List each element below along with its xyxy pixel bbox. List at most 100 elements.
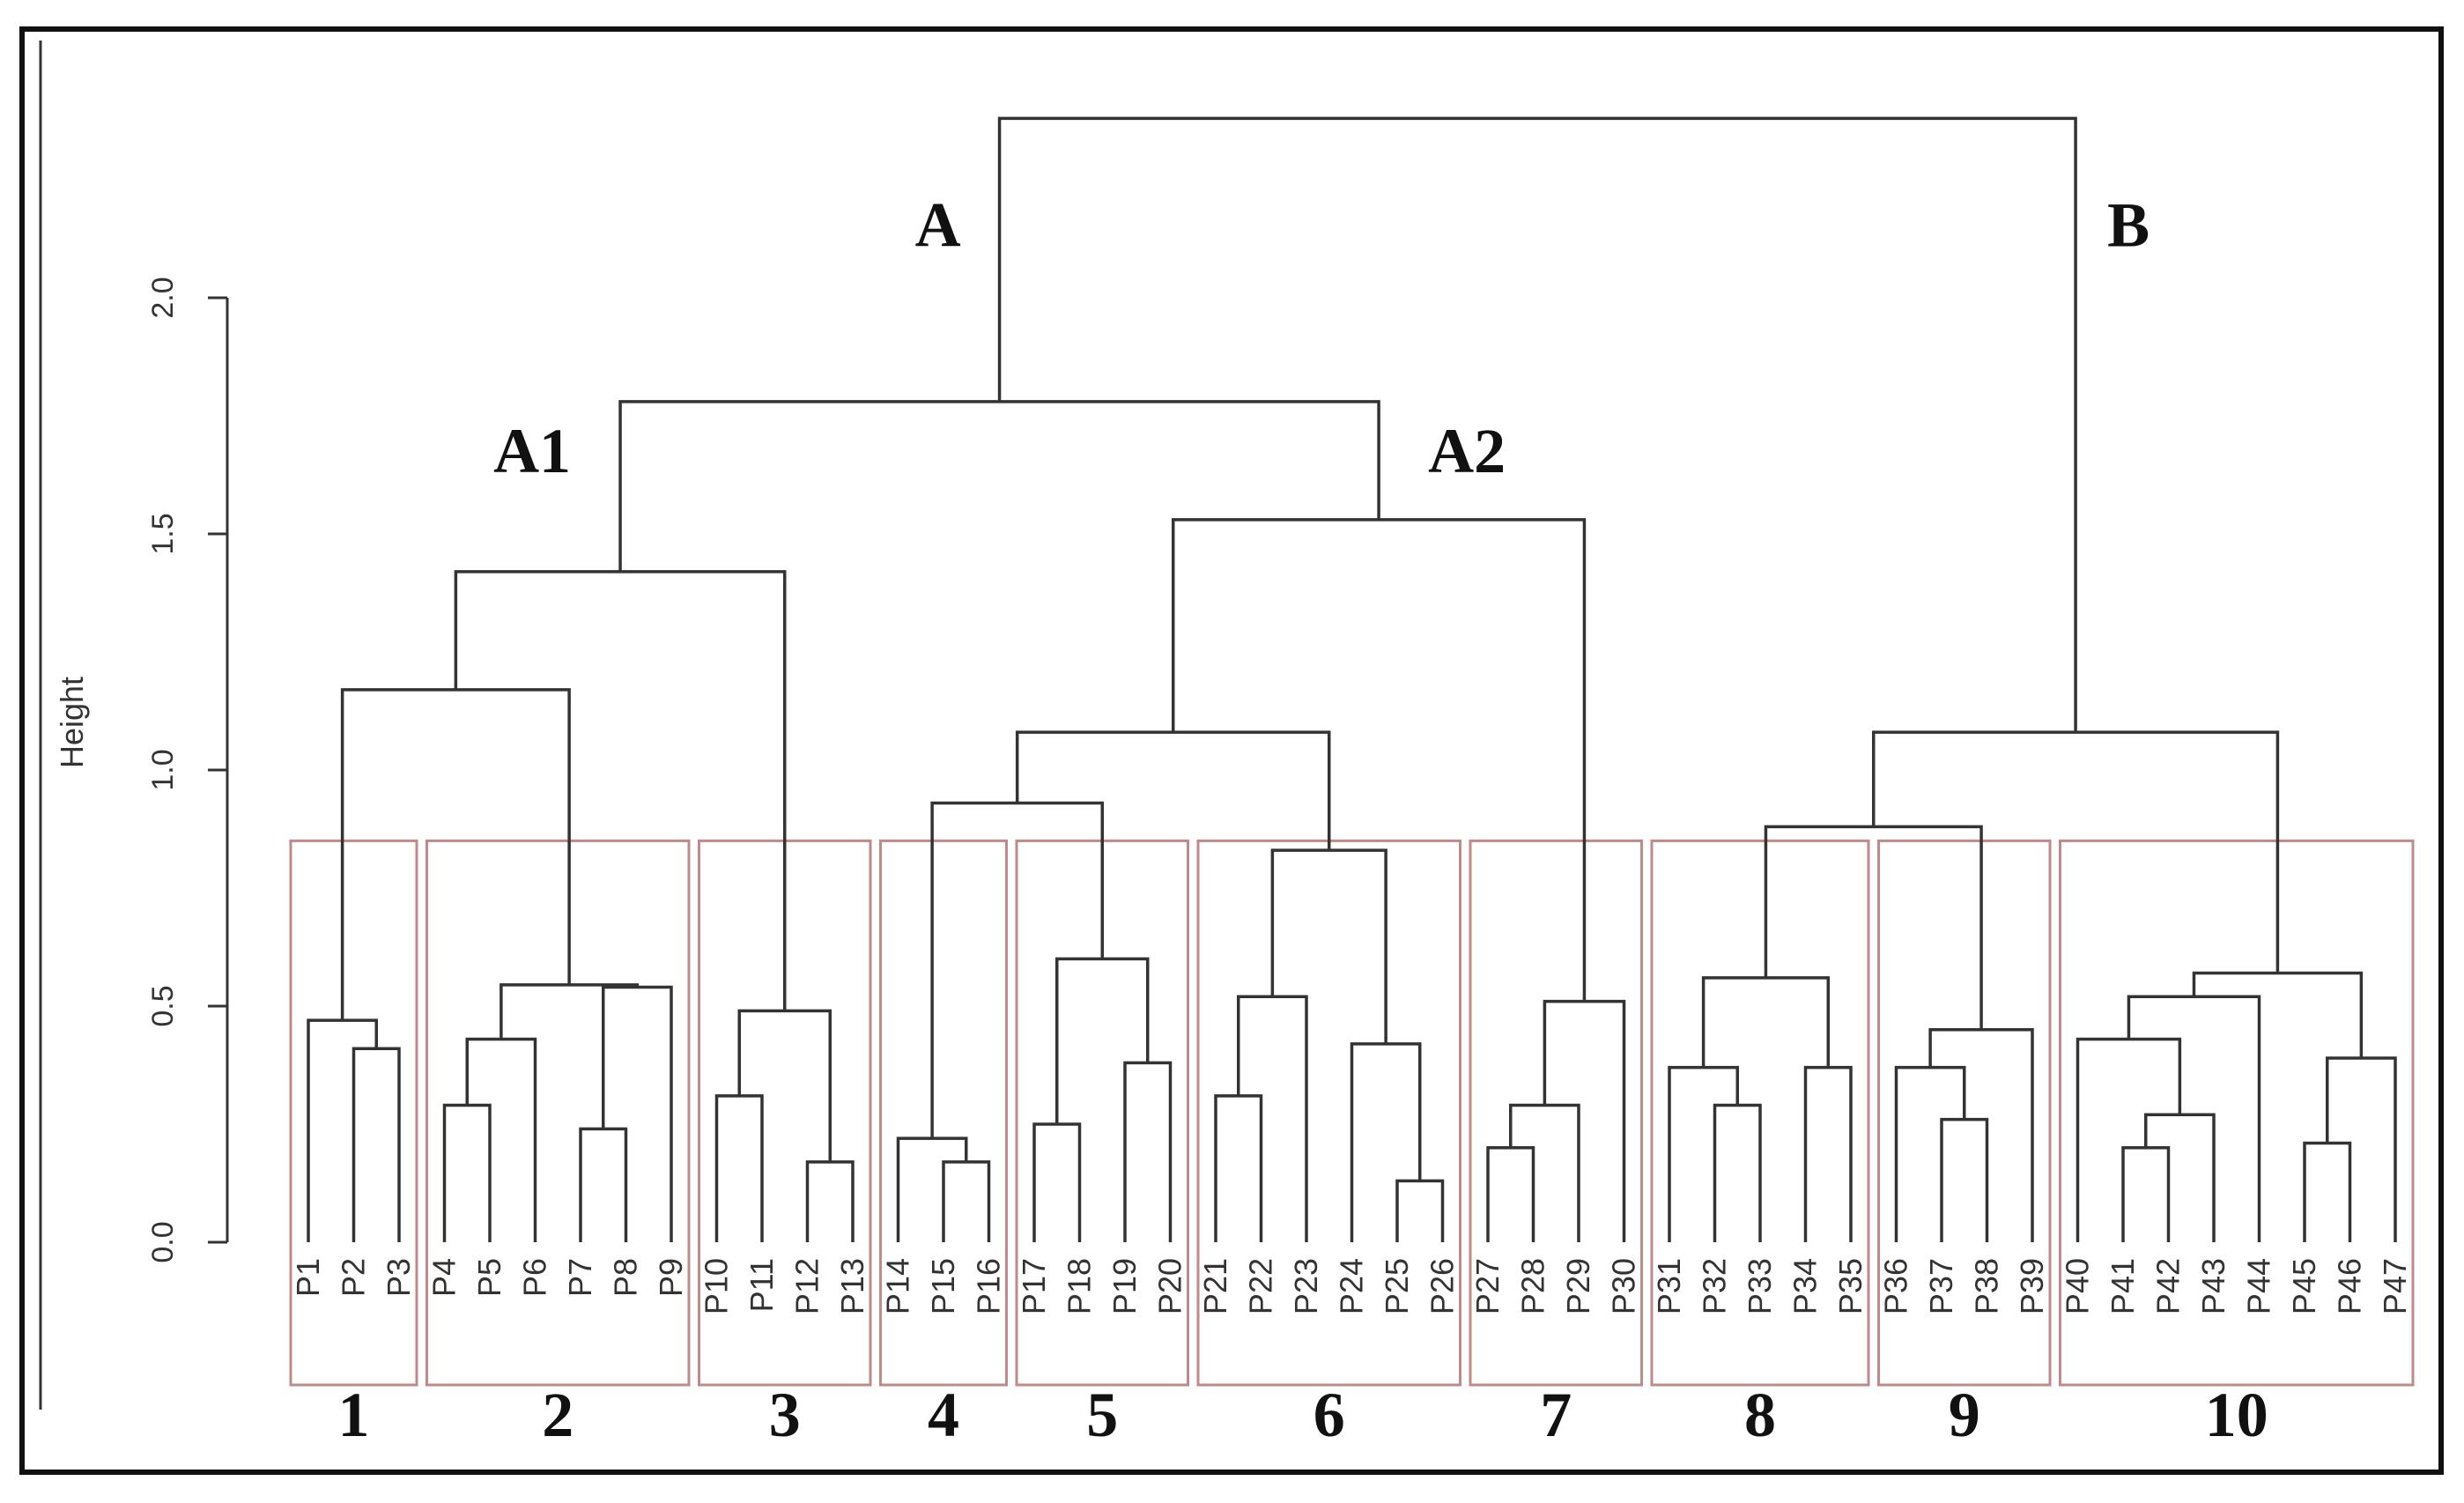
y-axis-title: Height	[54, 677, 90, 768]
leaf-label: P19	[1106, 1258, 1143, 1314]
cluster-box-4	[879, 839, 1008, 1387]
cluster-number-label: 7	[1540, 1380, 1572, 1450]
branch-n7	[499, 983, 640, 1040]
branch-n26	[1509, 1103, 1580, 1242]
leaf-label: P25	[1379, 1258, 1415, 1314]
branch-n41	[2127, 995, 2261, 1242]
cluster-number-label: 2	[542, 1380, 573, 1450]
branch-n16	[1123, 1061, 1173, 1242]
leaf-label: P26	[1424, 1258, 1461, 1314]
leaf-label: P18	[1062, 1258, 1098, 1314]
branch-n36	[1928, 1028, 2034, 1242]
leaf-label: P41	[2105, 1258, 2141, 1314]
leaf-label: P42	[2150, 1258, 2187, 1314]
leaf-label: P16	[971, 1258, 1007, 1314]
leaf-label: P10	[699, 1258, 735, 1314]
leaf-label: P32	[1697, 1258, 1733, 1314]
leaf-label: P37	[1923, 1258, 1959, 1314]
leaf-label: P20	[1152, 1258, 1188, 1314]
branch-n20	[1237, 995, 1308, 1242]
cluster-number-label: 4	[928, 1380, 959, 1450]
branch-n25	[1486, 1146, 1535, 1242]
leaf-label: P13	[834, 1258, 870, 1314]
leaf-label: P24	[1334, 1258, 1370, 1314]
branch-n2	[307, 1018, 378, 1242]
leaf-label: P31	[1651, 1258, 1687, 1314]
branch-n24	[1015, 730, 1331, 851]
cluster-box-1	[289, 839, 418, 1387]
branch-n31	[1668, 1065, 1739, 1242]
leaf-label: P29	[1560, 1258, 1596, 1314]
leaf-label: P23	[1288, 1258, 1324, 1314]
leaf-label: P4	[426, 1258, 462, 1297]
branch-n22	[1350, 1042, 1422, 1242]
leaf-label: P1	[290, 1258, 326, 1297]
cluster-number-label: 9	[1949, 1380, 1980, 1450]
leaf-label: P3	[381, 1258, 417, 1297]
branch-n14	[896, 1137, 968, 1242]
branch-n13	[942, 1160, 991, 1242]
leaf-label: P5	[471, 1258, 507, 1297]
branch-n27	[1543, 999, 1626, 1242]
branch-n38	[2121, 1146, 2171, 1242]
branch-label-a1: A1	[493, 416, 571, 486]
cluster-number-label: 8	[1744, 1380, 1776, 1450]
y-tick-label: 1.5	[146, 513, 180, 554]
branch-n17	[1055, 957, 1150, 1124]
leaf-label: P44	[2241, 1258, 2277, 1314]
branch-label-a: A	[915, 189, 961, 260]
y-tick-label: 0.5	[146, 985, 180, 1026]
branch-label-b: B	[2107, 189, 2150, 260]
leaf-label: P46	[2332, 1258, 2368, 1314]
cluster-box-9	[1877, 839, 2052, 1387]
branch-n39	[2144, 1113, 2216, 1242]
leaf-label: P33	[1742, 1258, 1778, 1314]
branch-n32	[1803, 1065, 1853, 1242]
cluster-number-label: 10	[2205, 1380, 2268, 1450]
branch-n3	[442, 1103, 492, 1242]
branch-n11	[340, 688, 571, 1021]
branch-n42	[2303, 1141, 2352, 1242]
leaf-label: P8	[608, 1258, 644, 1297]
branch-n37	[1764, 825, 1983, 1030]
leaf-label: P9	[653, 1258, 689, 1297]
branch-n40	[2076, 1037, 2182, 1242]
leaf-label: P34	[1787, 1258, 1824, 1314]
leaf-label: P47	[2377, 1258, 2413, 1314]
leaf-label: P36	[1878, 1258, 1914, 1314]
branch-n1	[351, 1047, 401, 1242]
cluster-box-8	[1650, 839, 1870, 1387]
leaf-label: P22	[1243, 1258, 1279, 1314]
leaf-label: P17	[1016, 1258, 1052, 1314]
branch-n45	[1872, 730, 2280, 974]
leaf-label: P40	[2060, 1258, 2096, 1314]
branch-n5	[579, 1127, 628, 1242]
branch-n9	[714, 1094, 764, 1242]
cluster-number-label: 3	[769, 1380, 801, 1450]
leaf-label: P21	[1197, 1258, 1233, 1314]
leaf-label: P35	[1832, 1258, 1868, 1314]
branch-n10	[737, 1009, 832, 1162]
cluster-number-label: 6	[1313, 1380, 1345, 1450]
branch-n43	[2326, 1056, 2397, 1242]
y-tick-label: 1.0	[146, 749, 180, 790]
figure-border	[19, 26, 2444, 1475]
leaf-label: P6	[517, 1258, 553, 1297]
branch-n12	[454, 570, 787, 1011]
leaf-label: P14	[880, 1258, 916, 1314]
y-tick-label: 2.0	[146, 277, 180, 318]
leaf-label: P7	[562, 1258, 598, 1297]
branch-n21	[1395, 1179, 1445, 1242]
y-axis: 0.0 0.5 1.0 1.5 2.0 Height	[39, 41, 229, 1410]
branch-n34	[1940, 1117, 1989, 1242]
leaf-label: P43	[2195, 1258, 2231, 1314]
branch-n44	[2192, 971, 2364, 1058]
group-boxes	[289, 839, 2415, 1387]
leaf-label: P2	[336, 1258, 372, 1297]
leaf-label: P27	[1469, 1258, 1506, 1314]
dendrogram-branches	[307, 116, 2397, 1242]
cluster-number-label: 5	[1086, 1380, 1118, 1450]
cluster-box-10	[2059, 839, 2415, 1387]
